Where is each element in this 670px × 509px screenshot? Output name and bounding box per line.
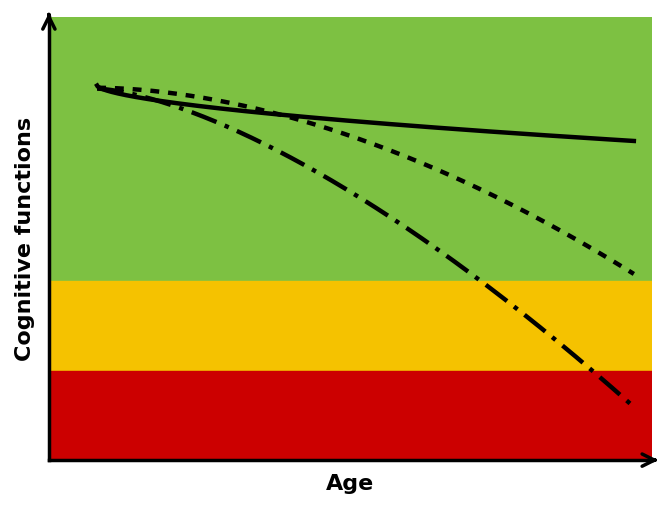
Bar <box>49 372 652 460</box>
Bar <box>49 17 652 280</box>
X-axis label: Age: Age <box>326 474 375 494</box>
Y-axis label: Cognitive functions: Cognitive functions <box>15 117 35 360</box>
Bar <box>49 280 652 372</box>
